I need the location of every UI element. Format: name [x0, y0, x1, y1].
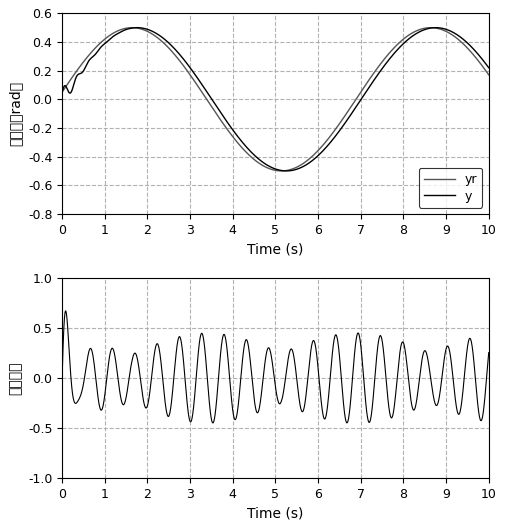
- yr: [137, 25, 143, 32]
- y: [410, 32, 416, 39]
- yr: [129, 24, 135, 31]
- y: [134, 24, 140, 31]
- yr: [337, 120, 343, 126]
- y: [337, 127, 343, 134]
- y: [59, 89, 65, 95]
- X-axis label: Time (s): Time (s): [247, 242, 304, 256]
- X-axis label: Time (s): Time (s): [247, 507, 304, 521]
- Legend: yr, y: yr, y: [419, 168, 482, 208]
- y: [137, 24, 143, 31]
- yr: [410, 29, 416, 35]
- Line: y: y: [62, 28, 489, 171]
- y: [222, 116, 228, 122]
- yr: [315, 147, 321, 153]
- yr: [59, 89, 65, 95]
- yr: [222, 123, 228, 130]
- Y-axis label: 控制输入: 控制输入: [9, 361, 22, 395]
- yr: [378, 61, 384, 67]
- y: [315, 152, 321, 159]
- y: [283, 168, 289, 174]
- y: [378, 68, 384, 74]
- yr: [486, 71, 492, 78]
- Line: yr: yr: [62, 28, 489, 171]
- y: [486, 65, 492, 71]
- Y-axis label: 航向角（rad）: 航向角（rad）: [9, 81, 22, 146]
- yr: [278, 168, 284, 174]
